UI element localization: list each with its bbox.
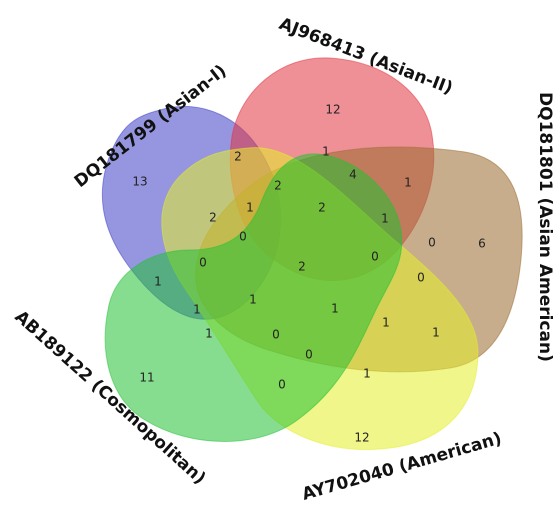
count-region: 2: [298, 260, 306, 274]
count-region: 0: [199, 256, 207, 270]
count-region: 0: [272, 328, 280, 342]
count-region: 2: [234, 150, 242, 164]
count-american-only: 12: [354, 431, 369, 445]
count-region: 0: [239, 230, 247, 244]
set-label-asianam: DQ181801 (Asian American): [535, 92, 555, 362]
count-region: 2: [318, 201, 326, 215]
count-region: 2: [209, 211, 217, 225]
count-asianam-only: 6: [478, 237, 486, 251]
count-asian2-only: 12: [325, 103, 340, 117]
count-region: 1: [154, 275, 162, 289]
count-region: 1: [246, 201, 254, 215]
count-region: 1: [205, 327, 213, 341]
count-region: 1: [363, 367, 371, 381]
count-region: 1: [322, 145, 330, 159]
count-region: 4: [349, 168, 357, 182]
count-region: 1: [404, 176, 412, 190]
set-shape-cosmo: [104, 153, 403, 442]
count-region: 1: [382, 316, 390, 330]
count-region: 0: [371, 250, 379, 264]
count-region: 1: [432, 326, 440, 340]
count-region: 1: [249, 293, 257, 307]
count-region: 0: [305, 348, 313, 362]
count-region: 1: [381, 212, 389, 226]
count-cosmo-only: 11: [139, 371, 154, 385]
count-region: 0: [278, 378, 286, 392]
count-region: 2: [274, 179, 282, 193]
count-region: 0: [417, 271, 425, 285]
count-region: 1: [193, 303, 201, 317]
region-counts: 13 12 6 12 11 2 1 4 1 2 2 1 2 1 0 0 0 0 …: [132, 103, 485, 445]
set-shapes: [101, 57, 523, 451]
count-region: 1: [331, 302, 339, 316]
count-asian1-only: 13: [132, 175, 147, 189]
count-region: 0: [428, 236, 436, 250]
